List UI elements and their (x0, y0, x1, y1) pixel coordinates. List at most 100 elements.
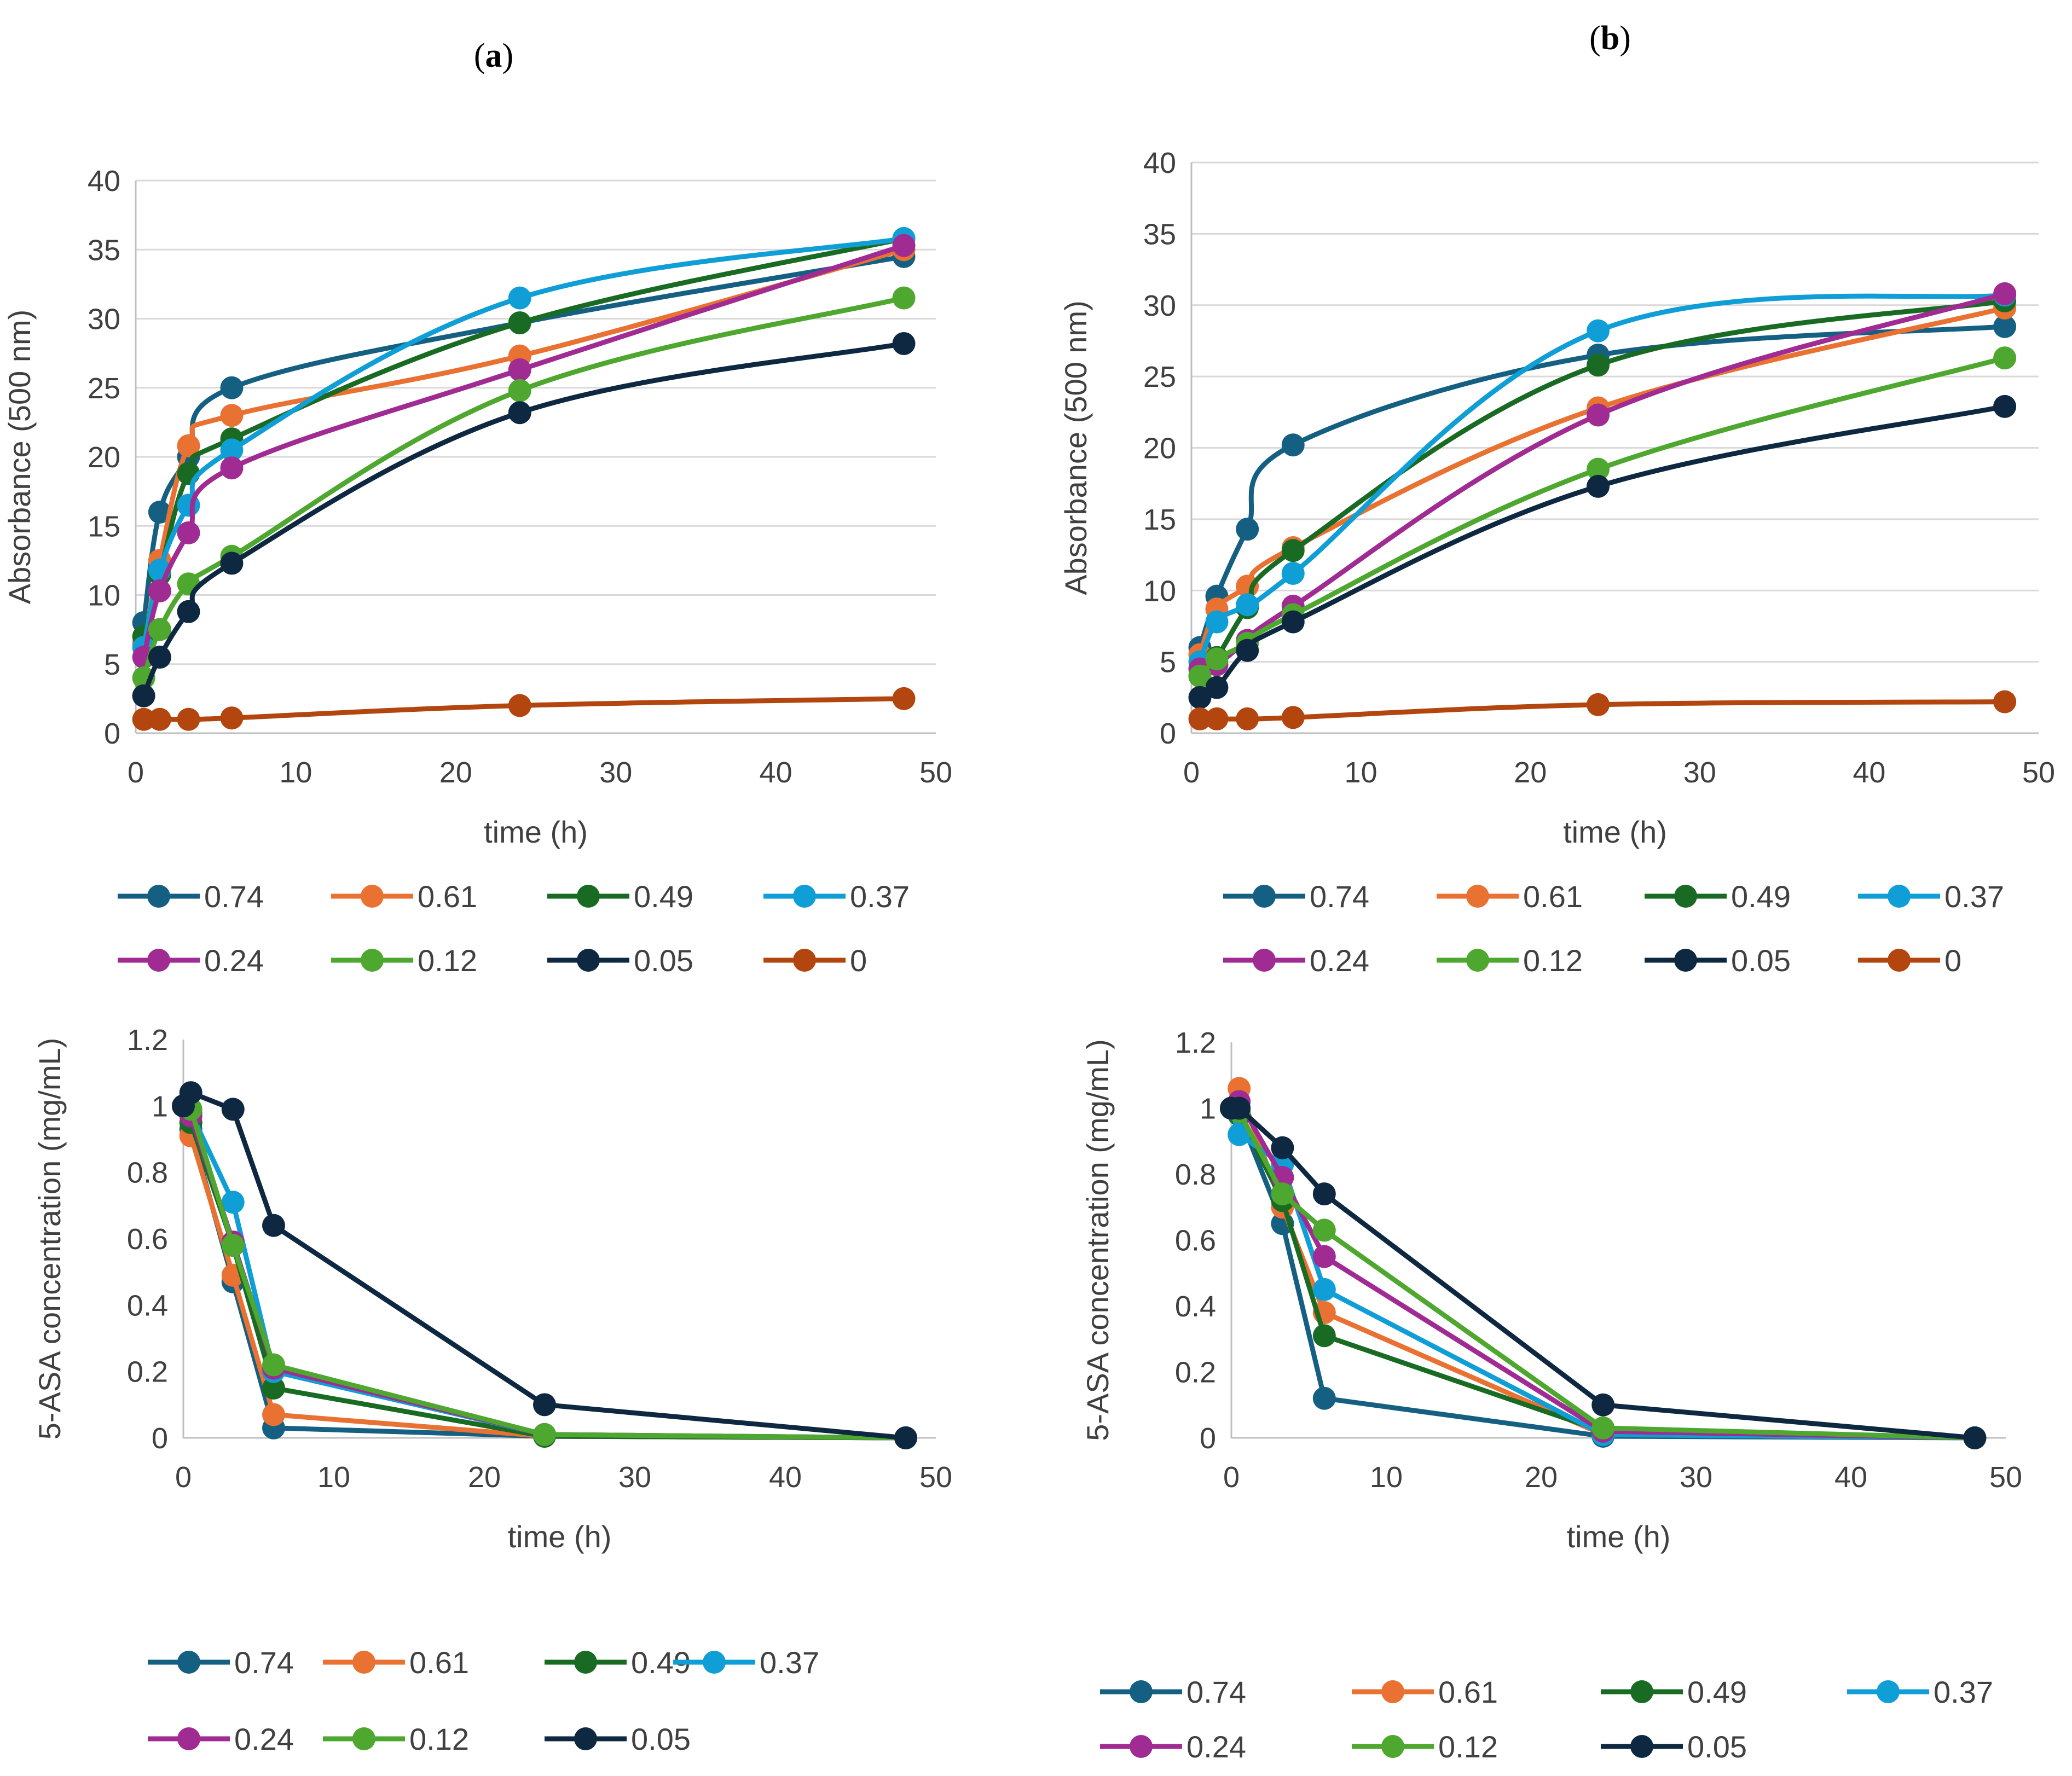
data-point-0.05 (1963, 1426, 1987, 1449)
y-tick-label: 1.2 (1175, 1026, 1216, 1059)
data-point-0 (1188, 707, 1212, 730)
legend-swatch-marker (1130, 1680, 1153, 1703)
y-tick-label: 1 (1200, 1093, 1216, 1125)
data-point-0.37 (1236, 593, 1259, 617)
y-tick-label: 0.2 (1175, 1356, 1216, 1389)
y-axis-title: Absorbance (500 nm) (1058, 300, 1093, 595)
legend-swatch-marker (703, 1651, 726, 1674)
legend-item-0.12: 0.12 (323, 1722, 469, 1756)
y-tick-label: 0 (152, 1422, 168, 1455)
series-line-0.12 (141, 295, 905, 679)
legend-swatch-marker (1674, 949, 1697, 972)
legend-swatch-marker (793, 885, 816, 908)
series-line-0.05 (141, 341, 905, 697)
x-tick-label: 40 (1834, 1461, 1867, 1494)
series-line-0.49 (1230, 1106, 1975, 1441)
data-point-0.61 (177, 434, 200, 457)
legend-label: 0.37 (850, 879, 910, 914)
data-point-0.05 (220, 552, 244, 575)
data-point-0.05 (1205, 676, 1229, 699)
data-point-0.05 (1591, 1393, 1615, 1417)
x-tick-label: 30 (1680, 1461, 1712, 1494)
legend-label: 0.37 (1944, 879, 2004, 914)
legend-item-0.61: 0.61 (1437, 879, 1583, 914)
y-tick-label: 40 (1143, 147, 1176, 179)
y-tick-label: 20 (1143, 432, 1176, 465)
legend-label: 0.05 (631, 1722, 691, 1756)
legend-item-0.61: 0.61 (331, 879, 477, 914)
legend-item-0.24: 0.24 (118, 943, 264, 978)
data-point-0.37 (221, 1191, 245, 1214)
data-point-0.05 (221, 1098, 245, 1121)
data-point-0.74 (1312, 1386, 1336, 1410)
legend-item-0.37: 0.37 (1858, 879, 2004, 914)
data-point-0.49 (1587, 353, 1610, 377)
series-line-0.37 (182, 1104, 906, 1441)
series-line-0 (1200, 699, 2005, 722)
legend-swatch-marker (574, 1651, 597, 1674)
legend-label: 0.74 (234, 1645, 294, 1680)
data-point-0.24 (148, 579, 171, 602)
data-point-0.37 (508, 286, 531, 310)
data-point-0.24 (220, 456, 244, 480)
y-tick-label: 5 (1160, 646, 1176, 679)
x-tick-label: 40 (760, 756, 792, 789)
legend-label: 0.61 (418, 879, 477, 914)
data-point-0.05 (1993, 394, 2017, 418)
x-tick-label: 20 (468, 1461, 501, 1494)
y-tick-label: 5 (104, 648, 120, 681)
legend-swatch-marker (1253, 949, 1276, 972)
legend-label: 0 (850, 943, 867, 978)
y-tick-label: 0.8 (1175, 1158, 1216, 1191)
data-point-0 (1236, 707, 1259, 730)
data-point-0.05 (1312, 1182, 1336, 1206)
data-point-0.12 (1312, 1218, 1336, 1242)
data-point-0.24 (1993, 282, 2017, 305)
data-point-0.24 (1587, 403, 1610, 427)
legend-label: 0.12 (409, 1722, 469, 1756)
data-point-0.05 (177, 600, 200, 623)
y-tick-label: 0.4 (1175, 1290, 1216, 1323)
series-line-0.37 (1229, 1107, 1975, 1441)
data-point-0.24 (892, 234, 916, 257)
legend-item-0.61: 0.61 (323, 1645, 469, 1680)
x-tick-label: 30 (1683, 756, 1716, 789)
legend-item-0.37: 0.37 (673, 1645, 819, 1680)
data-point-0 (1993, 690, 2017, 713)
legend-item-0.49: 0.49 (1601, 1675, 1747, 1709)
y-axis-title: 5-ASA concentration (mg/mL) (32, 1038, 67, 1440)
y-tick-label: 10 (88, 579, 120, 612)
legend-label: 0.61 (1438, 1675, 1498, 1709)
y-axis-title: 5-ASA concentration (mg/mL) (1080, 1039, 1115, 1441)
legend-label: 0.49 (1731, 879, 1791, 914)
data-point-0.05 (262, 1214, 285, 1237)
legend-swatch-marker (1466, 885, 1489, 908)
data-point-0.24 (508, 358, 531, 381)
series-line-0.24 (181, 1104, 906, 1441)
x-tick-label: 20 (1514, 756, 1547, 789)
absorbance-chart-b: 0 5 10 15 20 25 30 35 40 0 10 20 30 40 50 time (h) Absor… (1058, 147, 2055, 978)
legend-swatch-marker (577, 885, 600, 908)
x-tick-label: 0 (175, 1461, 192, 1494)
data-point-0.05 (148, 646, 171, 669)
series-line-0.49 (1198, 298, 2005, 678)
data-point-0.12 (1591, 1416, 1615, 1440)
legend-swatch-marker (177, 1651, 200, 1674)
data-point-0.61 (220, 404, 244, 427)
legend-swatch-marker (574, 1727, 597, 1750)
data-point-0 (220, 706, 244, 730)
legend-item-0.61: 0.61 (1352, 1675, 1498, 1709)
y-tick-label: 0.2 (127, 1356, 168, 1389)
data-point-0.05 (1228, 1096, 1251, 1120)
data-point-0.37 (1281, 561, 1305, 585)
series-line-0.05 (181, 1090, 906, 1441)
data-point-0.05 (132, 684, 155, 707)
data-point-0.74 (1993, 315, 2017, 338)
x-axis-title: time (h) (1567, 1519, 1671, 1554)
data-point-0.74 (1236, 518, 1259, 541)
series-line-0.61 (181, 1105, 906, 1441)
x-tick-label: 0 (128, 756, 144, 789)
legend-label: 0.37 (760, 1645, 819, 1680)
series-line-0.05 (1231, 1106, 1975, 1441)
